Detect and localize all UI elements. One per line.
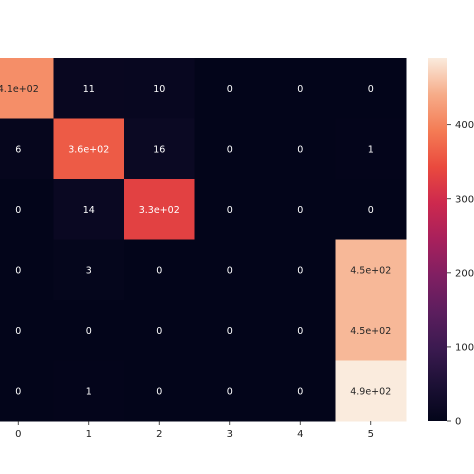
cell-label-r3-c0: 0 xyxy=(15,265,21,276)
heatmap-cell-r2-c3 xyxy=(194,179,266,240)
heatmap-cell-r5-c3 xyxy=(194,360,266,422)
cell-label-r5-c1: 1 xyxy=(86,386,92,397)
heatmap-cell-r0-c1 xyxy=(53,58,125,119)
colorbar-tick-label-4: 400 xyxy=(455,120,474,131)
cell-label-r1-c5: 1 xyxy=(368,144,374,155)
cell-label-r4-c4: 0 xyxy=(297,326,303,337)
colorbar-tick-label-1: 100 xyxy=(455,342,474,353)
cell-label-r5-c3: 0 xyxy=(227,386,233,397)
cell-label-r5-c4: 0 xyxy=(297,386,303,397)
cell-label-r0-c4: 0 xyxy=(297,84,303,95)
cell-label-r4-c3: 0 xyxy=(227,326,233,337)
cell-label-r2-c1: 14 xyxy=(83,205,95,216)
heatmap-cell-r0-c3 xyxy=(194,58,266,119)
heatmap-cell-r1-c4 xyxy=(265,118,336,180)
cell-label-r3-c5: 4.5e+02 xyxy=(350,265,391,276)
heatmap-cell-r2-c5 xyxy=(335,179,407,240)
heatmap-cell-r0-c5 xyxy=(335,58,407,119)
heatmap-cell-r5-c0 xyxy=(0,360,54,422)
x-tick-label-4: 4 xyxy=(297,429,303,440)
cell-label-r2-c3: 0 xyxy=(227,205,233,216)
heatmap-cell-r2-c2 xyxy=(124,179,195,240)
cell-label-r1-c1: 3.6e+02 xyxy=(68,144,109,155)
cell-label-r2-c4: 0 xyxy=(297,205,303,216)
heatmap-cell-r3-c5 xyxy=(335,239,407,301)
heatmap-cell-r3-c1 xyxy=(53,239,125,301)
heatmap-cell-r5-c4 xyxy=(265,360,336,422)
cell-label-r0-c5: 0 xyxy=(368,84,374,95)
cell-label-r4-c5: 4.5e+02 xyxy=(350,326,391,337)
cell-label-r1-c4: 0 xyxy=(297,144,303,155)
x-axis-ticks: 0 1 2 3 4 5 xyxy=(15,421,374,440)
heatmap-cell-r3-c2 xyxy=(124,239,195,301)
heatmap-cell-r1-c1 xyxy=(53,118,125,180)
heatmap-cell-r5-c1 xyxy=(53,360,125,422)
heatmap-cell-r5-c5 xyxy=(335,360,407,422)
heatmap-cell-r4-c5 xyxy=(335,300,407,361)
cell-label-r3-c4: 0 xyxy=(297,265,303,276)
heatmap-cell-r4-c0 xyxy=(0,300,54,361)
colorbar-tick-label-3: 300 xyxy=(455,194,474,205)
heatmap-cell-r3-c4 xyxy=(265,239,336,301)
cell-label-r5-c2: 0 xyxy=(156,386,162,397)
cell-label-r3-c2: 0 xyxy=(156,265,162,276)
heatmap-cell-r4-c4 xyxy=(265,300,336,361)
cell-label-r5-c5: 4.9e+02 xyxy=(350,386,391,397)
x-tick-label-0: 0 xyxy=(15,429,21,440)
cell-label-r1-c3: 0 xyxy=(227,144,233,155)
cell-label-r4-c2: 0 xyxy=(156,326,162,337)
heatmap-cell-r0-c4 xyxy=(265,58,336,119)
x-tick-label-5: 5 xyxy=(368,429,374,440)
cell-label-r2-c5: 0 xyxy=(368,205,374,216)
heatmap-cell-r2-c1 xyxy=(53,179,125,240)
cell-label-r2-c0: 0 xyxy=(15,205,21,216)
heatmap-cell-r1-c0 xyxy=(0,118,54,180)
colorbar-tick-label-0: 0 xyxy=(455,417,461,428)
cell-label-r4-c1: 0 xyxy=(86,326,92,337)
heatmap-cell-r2-c0 xyxy=(0,179,54,240)
cell-label-r0-c0: 4.1e+02 xyxy=(0,84,39,95)
heatmap-cell-r1-c5 xyxy=(335,118,407,180)
heatmap-cell-r4-c2 xyxy=(124,300,195,361)
cell-label-r3-c1: 3 xyxy=(86,265,92,276)
cell-label-r0-c1: 11 xyxy=(83,84,95,95)
colorbar-tick-label-2: 200 xyxy=(455,268,474,279)
heatmap-cell-r1-c3 xyxy=(194,118,266,180)
heatmap-cell-r5-c2 xyxy=(124,360,195,422)
heatmap-cell-r0-c0 xyxy=(0,58,54,119)
heatmap-cell-r4-c1 xyxy=(53,300,125,361)
cell-label-r4-c0: 0 xyxy=(15,326,21,337)
cell-label-r0-c2: 10 xyxy=(153,84,165,95)
colorbar: 0 100 200 300 400 xyxy=(428,58,474,428)
cell-label-r1-c2: 16 xyxy=(153,144,165,155)
heatmap-cells xyxy=(0,58,407,422)
heatmap-cell-r3-c0 xyxy=(0,239,54,301)
heatmap-cell-r1-c2 xyxy=(124,118,195,180)
heatmap-cell-labels: 4.1e+02 11 10 0 0 06 3.6e+02 16 0 0 10 14 3.3e+02 0 0 0… xyxy=(0,84,391,398)
heatmap-cell-r3-c3 xyxy=(194,239,266,301)
heatmap-cell-r4-c3 xyxy=(194,300,266,361)
cell-label-r3-c3: 0 xyxy=(227,265,233,276)
cell-label-r5-c0: 0 xyxy=(15,386,21,397)
cell-label-r0-c3: 0 xyxy=(227,84,233,95)
heatmap-cell-r2-c4 xyxy=(265,179,336,240)
colorbar-gradient xyxy=(428,58,447,421)
cell-label-r1-c0: 6 xyxy=(15,144,21,155)
x-tick-label-2: 2 xyxy=(156,429,162,440)
cell-label-r2-c2: 3.3e+02 xyxy=(139,205,180,216)
x-tick-label-3: 3 xyxy=(227,429,233,440)
heatmap-cell-r0-c2 xyxy=(124,58,195,119)
x-tick-label-1: 1 xyxy=(86,429,92,440)
